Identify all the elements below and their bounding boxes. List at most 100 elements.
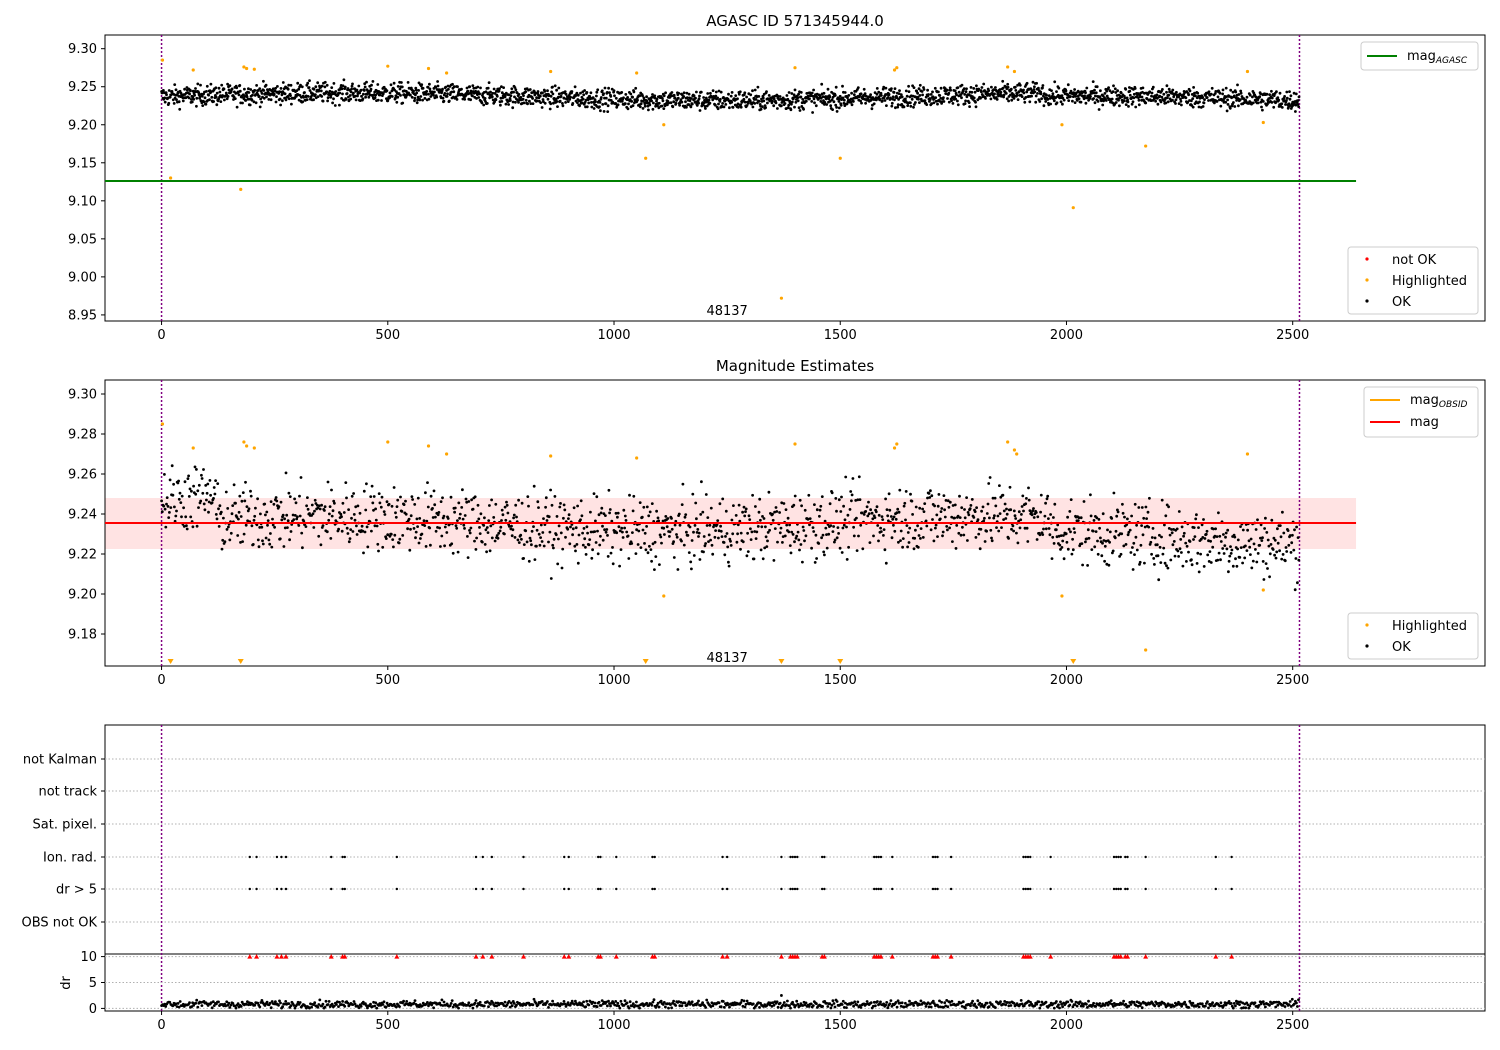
ok-point (372, 495, 376, 498)
ok-point (398, 537, 402, 541)
ok-point (692, 530, 695, 534)
ok-point (235, 515, 239, 519)
ok-point (860, 101, 863, 105)
ok-point (1067, 527, 1071, 531)
ok-point (260, 92, 264, 95)
ok-point (1044, 501, 1047, 505)
ok-point (1034, 94, 1038, 98)
ok-point (172, 482, 176, 486)
ok-point (908, 526, 912, 530)
ok-point (429, 494, 433, 498)
ok-point (1001, 79, 1005, 83)
ok-point (906, 545, 909, 549)
ok-point (1275, 90, 1278, 94)
ok-point (193, 465, 197, 469)
ok-point (1112, 491, 1116, 495)
ok-point (725, 532, 729, 535)
ok-point (762, 517, 766, 520)
ok-point (559, 531, 563, 535)
ok-point (436, 84, 440, 88)
dr-point (470, 1003, 474, 1007)
ok-point (973, 510, 977, 513)
ok-point (1207, 99, 1210, 102)
ok-point (842, 98, 846, 102)
ok-point (830, 98, 834, 102)
ok-point (415, 91, 419, 95)
ok-point (1105, 89, 1109, 93)
y-tick-label: 9.28 (68, 428, 97, 443)
ok-point (776, 107, 779, 110)
ok-point (213, 492, 217, 496)
ok-point (690, 539, 694, 542)
ok-point (894, 106, 897, 110)
ok-point (409, 527, 412, 531)
ok-point (477, 96, 481, 99)
ok-point (790, 92, 794, 95)
ok-point (734, 514, 738, 517)
ok-point (495, 94, 499, 98)
ok-point (600, 89, 604, 93)
ok-point (1141, 533, 1145, 537)
ok-point (1036, 515, 1040, 519)
dr-point (450, 999, 454, 1002)
ok-point (314, 85, 318, 89)
ok-point (875, 505, 879, 509)
dr-point (332, 1004, 336, 1008)
ok-point (220, 547, 224, 551)
ok-point (739, 531, 743, 535)
dr-point (330, 1002, 334, 1006)
ok-point (561, 547, 565, 551)
dr-threshold-marker (328, 954, 334, 959)
flag-point-dr (877, 887, 880, 891)
ok-point (751, 105, 755, 109)
ok-point (1042, 527, 1045, 531)
ok-point (427, 97, 431, 101)
ok-point (1075, 99, 1079, 102)
ok-point (569, 525, 572, 529)
ok-point (825, 546, 829, 550)
dr-point (229, 1003, 233, 1007)
ok-point (504, 94, 507, 97)
highlighted-point (1071, 206, 1075, 210)
ok-point (1286, 529, 1290, 532)
ok-point (914, 505, 918, 509)
ok-point (851, 477, 855, 480)
ok-point (500, 91, 504, 95)
ok-point (547, 540, 550, 544)
ok-point (338, 103, 341, 107)
ok-point (420, 83, 424, 86)
ok-point (1215, 100, 1219, 103)
ok-point (685, 105, 688, 109)
ok-point (835, 509, 838, 513)
ok-point (990, 539, 994, 543)
ok-point (846, 96, 849, 100)
ok-point (1055, 535, 1059, 539)
ok-point (306, 95, 310, 98)
ok-point (802, 529, 806, 532)
dr-point (317, 1003, 321, 1006)
dr-point (177, 1005, 181, 1009)
ok-point (932, 101, 936, 105)
ok-point (977, 532, 981, 536)
ok-point (573, 85, 577, 89)
ok-point (1056, 523, 1060, 527)
ok-point (852, 100, 855, 103)
ok-point (661, 97, 664, 100)
dr-point (190, 1005, 194, 1009)
ok-point (1034, 100, 1038, 104)
ok-point (463, 514, 467, 517)
dr-point (482, 1004, 486, 1008)
ok-point (775, 510, 779, 513)
ok-point (208, 479, 212, 482)
ok-point (561, 104, 565, 108)
dr-point (616, 1001, 620, 1005)
dr-point (417, 1005, 421, 1009)
ok-point (913, 536, 917, 540)
y-tick-label: 9.24 (68, 508, 97, 523)
ok-point (1188, 89, 1192, 93)
ok-point (863, 92, 867, 96)
ok-point (553, 495, 557, 498)
ok-point (741, 510, 744, 514)
ok-point (1235, 564, 1239, 568)
ok-point (365, 80, 368, 84)
